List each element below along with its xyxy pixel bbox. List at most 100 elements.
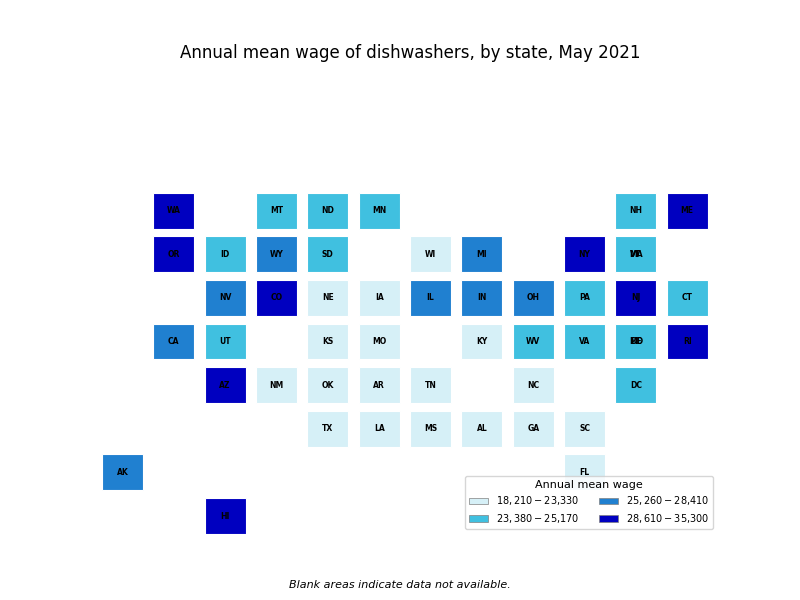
Text: WV: WV — [526, 337, 540, 346]
Text: MD: MD — [629, 337, 643, 346]
Bar — [564, 411, 605, 447]
Text: IA: IA — [375, 293, 383, 302]
Bar — [256, 236, 297, 272]
Text: GA: GA — [527, 424, 539, 433]
Text: KS: KS — [322, 337, 334, 346]
Bar — [615, 236, 656, 272]
Text: UT: UT — [219, 337, 231, 346]
Text: Blank areas indicate data not available.: Blank areas indicate data not available. — [289, 580, 511, 590]
Text: TN: TN — [425, 380, 437, 389]
Bar — [615, 193, 656, 229]
Text: MI: MI — [477, 250, 487, 259]
Bar — [513, 323, 554, 359]
Bar — [513, 367, 554, 403]
Text: SC: SC — [579, 424, 590, 433]
Text: SD: SD — [322, 250, 334, 259]
Text: NC: NC — [527, 380, 539, 389]
Text: RI: RI — [683, 337, 691, 346]
Text: AK: AK — [117, 468, 129, 477]
Bar — [462, 236, 502, 272]
Bar — [615, 280, 656, 316]
Bar — [666, 280, 708, 316]
Bar — [564, 236, 605, 272]
Text: OK: OK — [322, 380, 334, 389]
Bar — [358, 323, 400, 359]
Text: ND: ND — [322, 206, 334, 215]
Bar — [154, 193, 194, 229]
Text: AZ: AZ — [219, 380, 231, 389]
Bar — [307, 193, 349, 229]
Bar — [358, 411, 400, 447]
Bar — [154, 236, 194, 272]
Bar — [462, 280, 502, 316]
Bar — [154, 323, 194, 359]
Text: NY: NY — [578, 250, 590, 259]
Bar — [513, 411, 554, 447]
Bar — [205, 498, 246, 534]
Text: MT: MT — [270, 206, 283, 215]
Bar — [666, 193, 708, 229]
Text: ME: ME — [681, 206, 694, 215]
Text: AR: AR — [374, 380, 385, 389]
Bar — [615, 367, 656, 403]
Bar — [666, 323, 708, 359]
Text: VT: VT — [630, 250, 642, 259]
Title: Annual mean wage of dishwashers, by state, May 2021: Annual mean wage of dishwashers, by stat… — [180, 44, 640, 62]
Text: AL: AL — [477, 424, 487, 433]
Text: WA: WA — [167, 206, 181, 215]
Bar — [205, 280, 246, 316]
Text: NV: NV — [219, 293, 231, 302]
Text: WY: WY — [270, 250, 283, 259]
Bar — [615, 323, 656, 359]
Text: NJ: NJ — [631, 293, 641, 302]
Text: HI: HI — [221, 512, 230, 521]
Text: OH: OH — [526, 293, 540, 302]
Text: WI: WI — [425, 250, 436, 259]
Text: CT: CT — [682, 293, 693, 302]
Bar — [358, 193, 400, 229]
Text: ID: ID — [221, 250, 230, 259]
Text: KY: KY — [476, 337, 487, 346]
Bar — [410, 280, 451, 316]
Bar — [205, 236, 246, 272]
Bar — [462, 323, 502, 359]
Text: LA: LA — [374, 424, 385, 433]
Bar — [307, 323, 349, 359]
Bar — [256, 280, 297, 316]
Bar — [513, 280, 554, 316]
Text: MN: MN — [372, 206, 386, 215]
Text: CA: CA — [168, 337, 180, 346]
Bar — [358, 280, 400, 316]
Text: NH: NH — [630, 206, 642, 215]
Text: OR: OR — [168, 250, 180, 259]
Bar — [564, 454, 605, 490]
Bar — [410, 411, 451, 447]
Text: MA: MA — [629, 250, 642, 259]
Bar — [564, 323, 605, 359]
Text: MO: MO — [372, 337, 386, 346]
Bar — [256, 193, 297, 229]
Bar — [256, 367, 297, 403]
Text: MS: MS — [424, 424, 437, 433]
Bar — [307, 236, 349, 272]
Text: PA: PA — [579, 293, 590, 302]
Bar — [410, 236, 451, 272]
Text: DC: DC — [630, 380, 642, 389]
Legend: $18,210 - $23,330, $23,380 - $25,170, $25,260 - $28,410, $28,610 - $35,300: $18,210 - $23,330, $23,380 - $25,170, $2… — [465, 476, 713, 529]
Bar — [205, 367, 246, 403]
Bar — [102, 454, 143, 490]
Bar — [307, 367, 349, 403]
Text: VA: VA — [579, 337, 590, 346]
Bar — [205, 323, 246, 359]
Bar — [307, 280, 349, 316]
Text: IN: IN — [477, 293, 486, 302]
Bar — [462, 411, 502, 447]
Bar — [564, 280, 605, 316]
Bar — [615, 323, 656, 359]
Text: DE: DE — [630, 337, 642, 346]
Text: NE: NE — [322, 293, 334, 302]
Text: FL: FL — [579, 468, 590, 477]
Bar — [615, 236, 656, 272]
Text: CO: CO — [270, 293, 282, 302]
Bar — [358, 367, 400, 403]
